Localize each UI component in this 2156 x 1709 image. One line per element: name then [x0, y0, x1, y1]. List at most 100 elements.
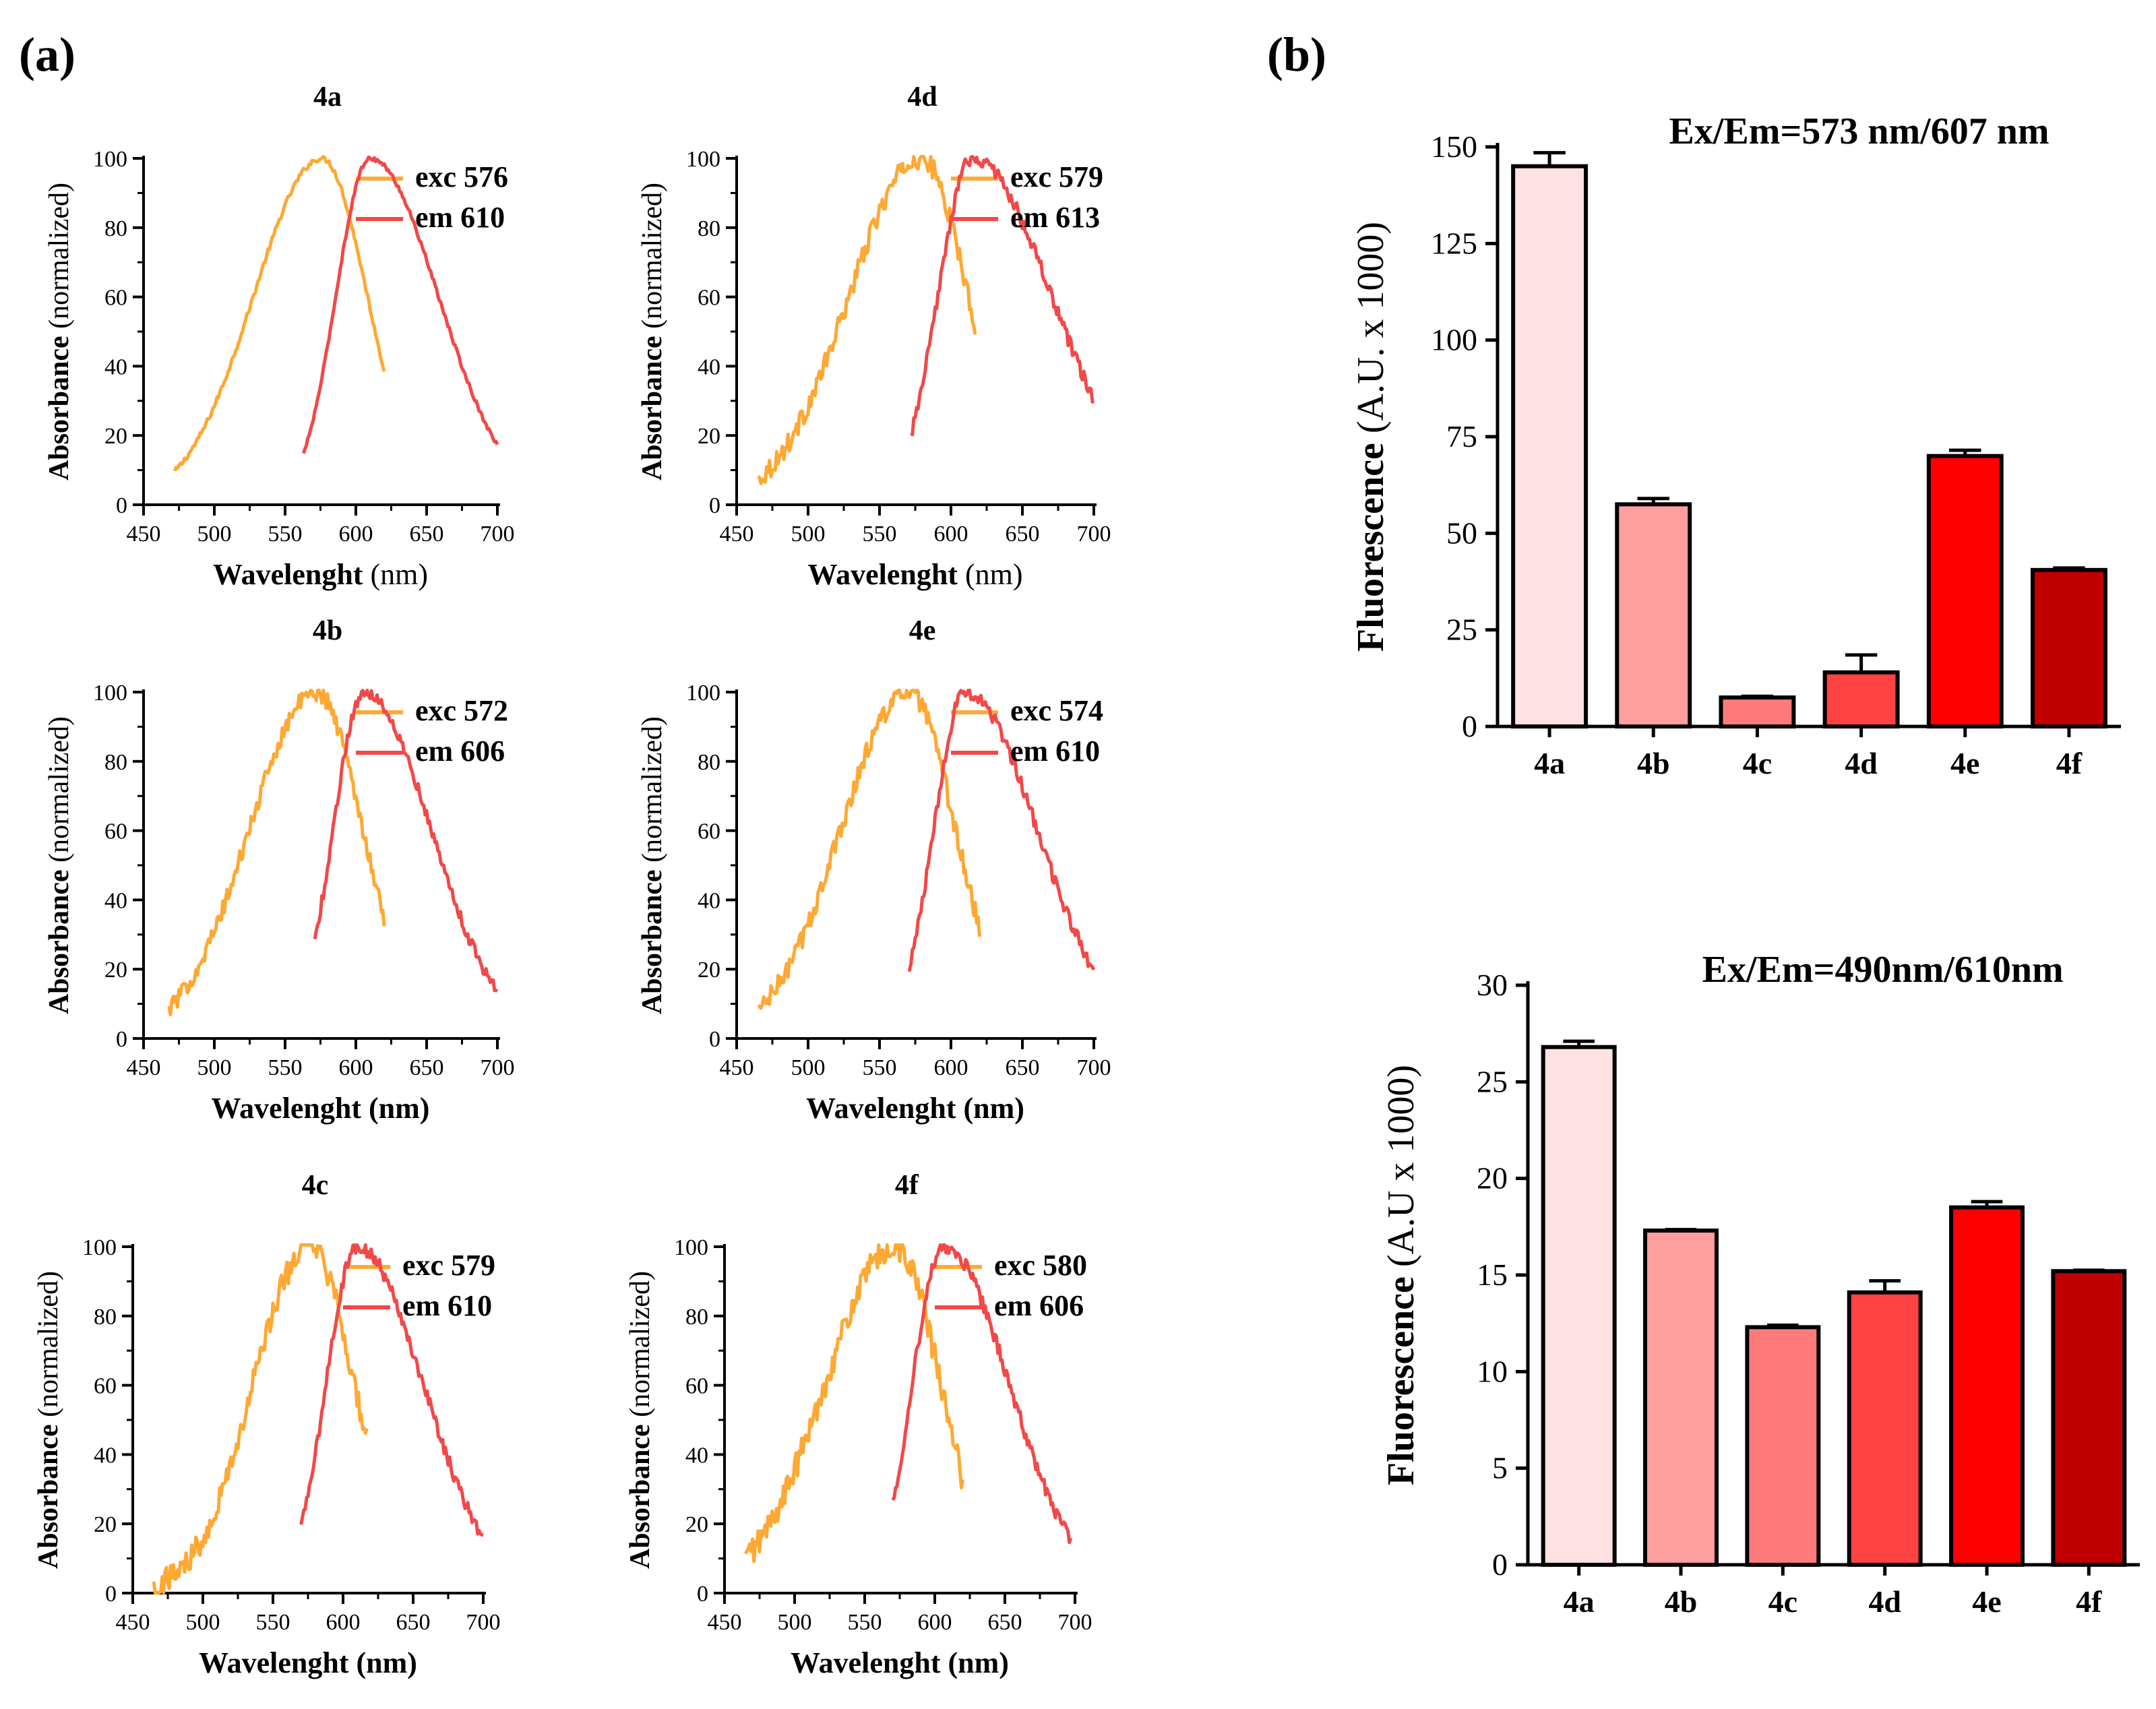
y-tick-label: 25 [1446, 613, 1477, 647]
legend-label: exc 580 [994, 1249, 1087, 1282]
x-tick-label: 600 [339, 522, 373, 547]
x-tick-label: 500 [778, 1610, 812, 1635]
x-tick-label: 4b [1637, 746, 1670, 780]
x-tick-label: 4c [1768, 1584, 1797, 1619]
bar-4b [1643, 1229, 1719, 1567]
x-tick-label: 550 [848, 1610, 882, 1635]
x-tick-label: 550 [268, 522, 303, 547]
y-axis-label: Fluorescence (A.U. x 1000) [1350, 222, 1392, 652]
bar-4d [1847, 1290, 1923, 1567]
plot-title: 4d [907, 82, 937, 113]
y-axis-label-bold: Absorbance [637, 869, 668, 1014]
y-axis-label-unit: (A.U. x 1000) [1350, 222, 1392, 443]
x-tick-label: 550 [863, 522, 897, 547]
y-tick-label: 5 [1492, 1451, 1508, 1485]
y-tick-label: 20 [104, 958, 127, 983]
y-axis-label-unit: (normalized) [33, 1271, 64, 1424]
y-axis-label-bold: Absorbance [637, 336, 668, 480]
panel-label-a: (a) [19, 28, 75, 82]
y-axis-label: Absorbance (normalized) [637, 183, 668, 480]
y-tick-label: 40 [94, 1443, 117, 1468]
plot-title: 4c [302, 1170, 329, 1201]
x-axis-label: Wavelenght (nm) [808, 558, 1023, 591]
y-tick-label: 100 [82, 1235, 117, 1260]
x-tick-label: 700 [1077, 1055, 1111, 1080]
y-tick-label: 50 [1446, 516, 1477, 550]
bar-4d [1822, 670, 1900, 729]
y-axis-label-bold: Fluorescence [1350, 443, 1392, 652]
x-tick-label: 550 [863, 1055, 897, 1080]
x-tick-label: 650 [396, 1610, 431, 1635]
y-tick-label: 60 [104, 819, 127, 844]
y-tick-label: 10 [1477, 1354, 1508, 1388]
y-tick-label: 20 [685, 1512, 708, 1537]
x-axis-label-bold: Wavelenght [213, 558, 363, 591]
x-tick-label: 700 [466, 1610, 501, 1635]
y-axis-label: Absorbance (normalized) [33, 1271, 64, 1569]
x-tick-label: 500 [197, 1055, 232, 1080]
y-tick-label: 40 [685, 1443, 708, 1468]
x-tick-label: 450 [116, 1610, 150, 1635]
bar-chart-bar-top: 0 25 50 75 100 125 150 4a 4b 4c 4d 4e 4f Ex/Em=573 nm… [1350, 111, 2121, 780]
x-tick-label: 450 [127, 522, 161, 547]
x-tick-label: 450 [708, 1610, 742, 1635]
y-tick-label: 60 [104, 286, 127, 311]
spectrum-plot-4e: 0 20 40 60 80 100 450 500 550 600 650 700 4e Waveleng… [637, 615, 1111, 1125]
y-axis-label: Absorbance (normalized) [625, 1271, 656, 1569]
y-axis-label-bold: Absorbance [33, 1424, 64, 1569]
y-axis-label-unit: (normalized) [44, 183, 75, 336]
x-tick-label: 550 [256, 1610, 290, 1635]
x-tick-label: 600 [934, 1055, 968, 1080]
x-tick-label: 4a [1564, 1584, 1595, 1619]
x-axis-label-unit: (nm) [349, 1646, 417, 1679]
x-tick-label: 4f [2076, 1584, 2102, 1619]
bar-4e [1926, 454, 2004, 729]
x-tick-label: 4e [1972, 1584, 2001, 1619]
y-tick-label: 75 [1446, 419, 1477, 454]
x-tick-label: 4d [1868, 1584, 1901, 1619]
plot-title: 4a [313, 82, 342, 113]
x-tick-label: 4b [1665, 1584, 1698, 1619]
x-tick-label: 500 [186, 1610, 220, 1635]
y-tick-label: 30 [1477, 968, 1508, 1002]
plot-title: 4b [313, 615, 342, 646]
x-axis-label-unit: (nm) [361, 1092, 429, 1125]
y-axis-label-unit: (normalized) [625, 1271, 656, 1424]
chart-title: Ex/Em=490nm/610nm [1702, 949, 2064, 991]
y-tick-label: 0 [105, 1582, 117, 1607]
y-tick-label: 20 [104, 424, 127, 449]
y-tick-label: 40 [104, 888, 127, 913]
x-axis-label-bold: Wavelenght [212, 1092, 362, 1125]
x-tick-label: 550 [268, 1055, 303, 1080]
series-line-em-610 [301, 155, 499, 454]
y-tick-label: 80 [685, 1305, 708, 1330]
y-tick-label: 100 [686, 147, 720, 172]
y-tick-label: 40 [698, 888, 720, 913]
y-tick-label: 60 [94, 1374, 117, 1399]
bar-4a [1511, 164, 1589, 728]
spectrum-plot-4a: 0 20 40 60 80 100 450 500 550 600 650 700 4a Waveleng… [44, 82, 515, 591]
x-tick-label: 650 [410, 522, 444, 547]
y-tick-label: 100 [686, 681, 720, 706]
y-tick-label: 20 [698, 958, 720, 983]
legend-label: exc 579 [1010, 160, 1103, 193]
plot-title: 4e [909, 615, 936, 646]
bar-4e [1949, 1205, 2025, 1567]
series-line-exc-572 [167, 688, 386, 1017]
legend-label: exc 574 [1010, 694, 1103, 727]
y-axis-label-bold: Absorbance [44, 336, 75, 480]
y-tick-label: 0 [697, 1582, 708, 1607]
legend-label: em 606 [415, 735, 505, 768]
bar-4f [2051, 1269, 2127, 1567]
chart-title: Ex/Em=573 nm/607 nm [1669, 111, 2050, 152]
y-axis-label: Absorbance (normalized) [44, 183, 75, 480]
y-tick-label: 80 [698, 216, 720, 241]
x-tick-label: 500 [791, 522, 826, 547]
x-axis-label-unit: (nm) [363, 558, 428, 591]
y-tick-label: 100 [93, 681, 127, 706]
y-tick-label: 60 [685, 1374, 708, 1399]
series-line-em-606 [313, 688, 499, 993]
legend-label: exc 572 [415, 694, 508, 727]
y-axis-label-unit: (A.U x 1000) [1380, 1065, 1422, 1276]
